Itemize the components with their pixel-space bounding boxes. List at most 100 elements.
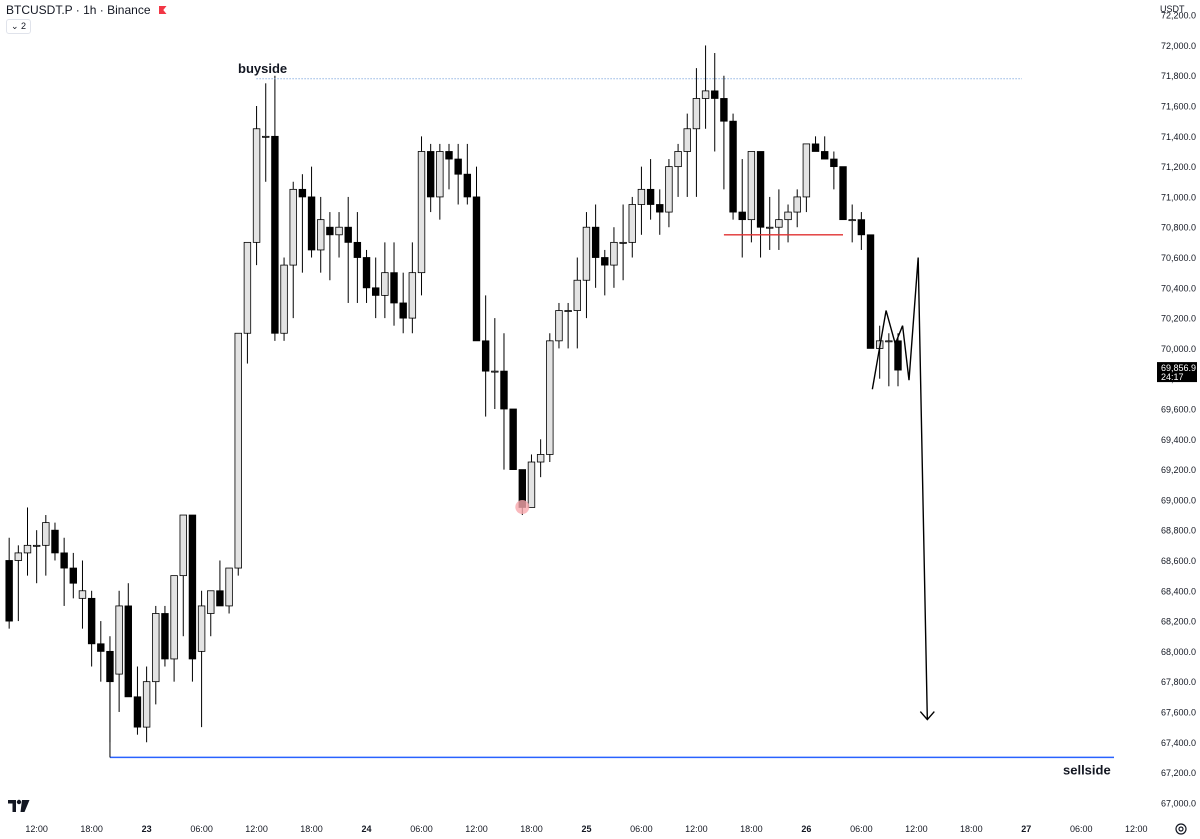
- price-tick-label: 71,000.0: [1161, 192, 1196, 202]
- candle: [426, 143, 435, 213]
- time-tick-label: 23: [142, 824, 152, 834]
- candle: [142, 666, 151, 743]
- candle-body: [436, 151, 444, 198]
- symbol-title-text: BTCUSDT.P · 1h · Binance: [6, 3, 151, 17]
- candle-body: [252, 128, 261, 243]
- candle-body: [857, 219, 866, 236]
- candle: [289, 181, 297, 319]
- candle: [894, 333, 902, 387]
- candle-body: [821, 151, 829, 160]
- candle: [170, 575, 178, 682]
- price-tick-label: 71,800.0: [1161, 71, 1196, 81]
- last-price-tag: [1157, 362, 1197, 383]
- candle-body: [207, 590, 215, 614]
- candle: [69, 552, 78, 599]
- time-tick-label: 18:00: [520, 824, 543, 834]
- candle-body: [802, 143, 811, 198]
- candle-body: [766, 226, 774, 229]
- candle: [32, 530, 41, 584]
- time-tick-label: 18:00: [80, 824, 103, 834]
- candle: [784, 204, 792, 243]
- candle: [601, 249, 609, 296]
- candle-body: [23, 544, 32, 554]
- candle: [692, 68, 701, 197]
- candle: [866, 234, 875, 349]
- candle-body: [610, 241, 618, 266]
- candle: [756, 151, 765, 258]
- candle-body: [683, 128, 691, 152]
- candle: [885, 333, 893, 387]
- candle-body: [170, 575, 178, 660]
- candle-body: [262, 135, 270, 138]
- candle: [207, 590, 215, 637]
- candle-body: [445, 151, 453, 160]
- candle: [811, 136, 820, 152]
- candle: [87, 590, 96, 667]
- time-tick-label: 26: [801, 824, 811, 834]
- candle: [591, 204, 600, 288]
- candle-body: [271, 135, 279, 334]
- candle-body: [481, 340, 490, 372]
- candle: [23, 507, 32, 576]
- candle-body: [775, 219, 783, 228]
- candle: [747, 151, 756, 243]
- candle-body: [188, 514, 197, 660]
- candle: [179, 514, 187, 637]
- candle: [454, 143, 462, 205]
- candle-body: [720, 98, 728, 122]
- indicator-collapse-button[interactable]: ⌄ 2: [6, 19, 32, 34]
- candle: [674, 143, 682, 197]
- candle-body: [353, 241, 362, 258]
- candle: [830, 151, 838, 190]
- candle: [665, 159, 673, 228]
- candle-body: [747, 151, 756, 221]
- annotations-layer: buyside sellside: [109, 61, 1114, 777]
- candle-body: [491, 370, 499, 373]
- candle-body: [216, 590, 224, 607]
- time-tick-label: 06:00: [190, 824, 213, 834]
- price-tick-label: 67,400.0: [1161, 738, 1196, 748]
- chart-header: BTCUSDT.P · 1h · Binance ⌄ 2: [0, 0, 1150, 34]
- price-tick-label: 67,800.0: [1161, 677, 1196, 687]
- sellside-label: sellside: [1063, 762, 1111, 777]
- candle: [115, 590, 123, 712]
- candle-body: [894, 340, 902, 371]
- tradingview-logo[interactable]: [8, 799, 30, 813]
- candle: [353, 212, 362, 303]
- price-tick-label: 70,000.0: [1161, 344, 1196, 354]
- price-tick-label: 69,400.0: [1161, 435, 1196, 445]
- candle: [628, 196, 636, 258]
- candle: [326, 212, 334, 281]
- candle-body: [454, 158, 462, 175]
- candle-body: [362, 257, 371, 289]
- candle: [839, 166, 847, 221]
- candle-body: [243, 241, 252, 334]
- candle-body: [472, 196, 481, 342]
- candle: [775, 189, 783, 250]
- candle-body: [335, 226, 343, 236]
- candle: [161, 605, 169, 667]
- candle: [646, 159, 655, 220]
- price-tick-label: 67,000.0: [1161, 798, 1196, 808]
- candle: [344, 196, 352, 303]
- candle: [656, 189, 664, 235]
- candle-body: [426, 151, 435, 198]
- candle-body: [344, 226, 352, 243]
- currency-button[interactable]: USDT: [1160, 4, 1185, 14]
- symbol-title[interactable]: BTCUSDT.P · 1h · Binance: [6, 3, 167, 17]
- candle-body: [463, 173, 472, 198]
- candle: [738, 159, 746, 258]
- settings-gear-icon[interactable]: [1174, 822, 1188, 836]
- candle: [802, 143, 811, 213]
- candle: [546, 333, 554, 463]
- candle-body: [161, 613, 169, 660]
- candle-body: [674, 151, 682, 168]
- candle-body: [646, 188, 655, 205]
- candle-body: [124, 605, 132, 698]
- candle-body: [729, 120, 737, 213]
- candle: [536, 439, 545, 478]
- candle: [527, 454, 536, 508]
- price-tick-label: 68,600.0: [1161, 556, 1196, 566]
- candle-body: [711, 90, 719, 99]
